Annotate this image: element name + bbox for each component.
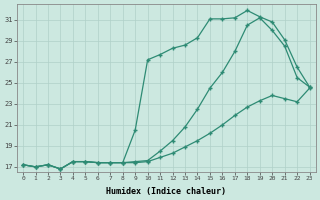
X-axis label: Humidex (Indice chaleur): Humidex (Indice chaleur) bbox=[106, 187, 226, 196]
